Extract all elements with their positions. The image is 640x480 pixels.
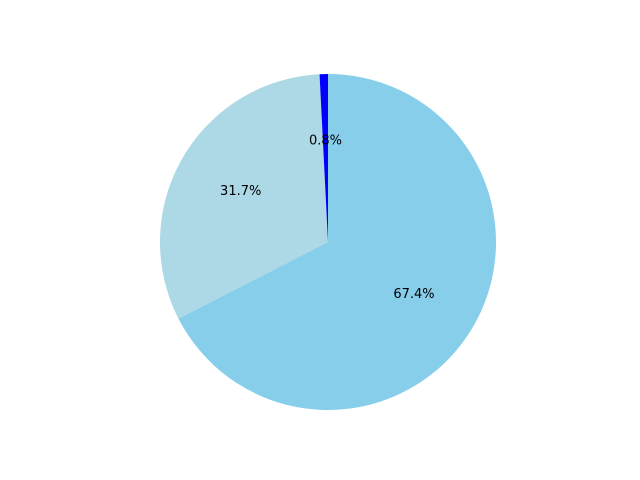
pie-slice-2 bbox=[319, 74, 328, 242]
pie-slice-label-1: 31.7% bbox=[220, 184, 261, 199]
pie-slice-label-0: 67.4% bbox=[393, 287, 434, 302]
pie-labels: 67.4% 31.7% 0.8% bbox=[220, 134, 435, 302]
pie-slice-1 bbox=[160, 74, 328, 319]
pie-slices bbox=[160, 74, 497, 411]
pie-slice-label-2: 0.8% bbox=[309, 134, 342, 149]
pie-slice-0 bbox=[178, 74, 497, 411]
